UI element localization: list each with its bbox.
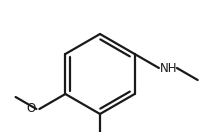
Text: O: O <box>26 103 35 116</box>
Text: NH: NH <box>160 62 177 74</box>
